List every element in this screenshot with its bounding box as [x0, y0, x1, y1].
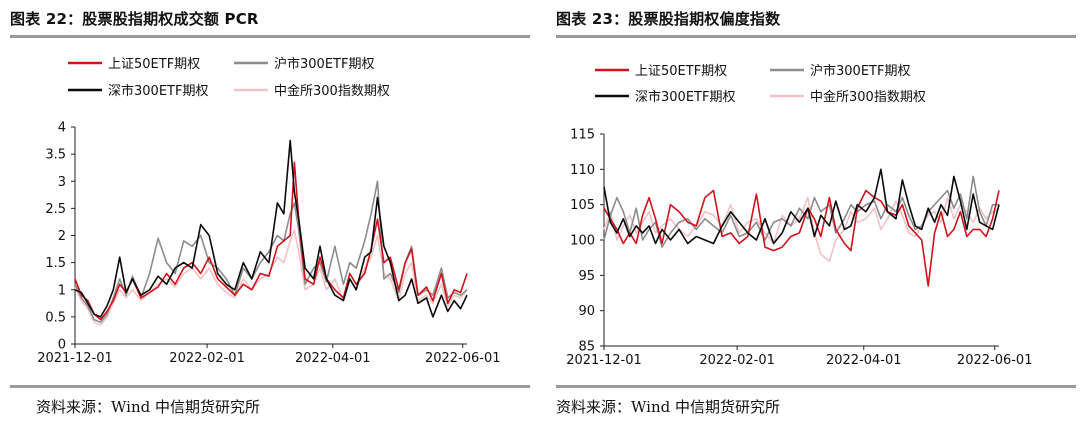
x-tick-label: 2022-04-01 — [295, 351, 371, 366]
top-rule — [556, 35, 1076, 38]
line-series-2 — [603, 175, 999, 248]
chart-panel-skew: 图表 23：股票股指期权偏度指数 上证50ETF期权 沪市300ETF期权深市30… — [540, 0, 1080, 421]
legend-item-1: 上证50ETF期权 — [68, 56, 200, 72]
legend-label: 上证50ETF期权 — [108, 56, 200, 72]
y-tick-label: 0 — [58, 338, 66, 353]
figure-title: 图表 23：股票股指期权偏度指数 — [556, 10, 781, 28]
bottom-rule — [10, 385, 530, 388]
legend-item-4: 中金所300指数期权 — [234, 83, 390, 99]
line-series-4 — [74, 229, 468, 326]
x-tick-label: 2022-02-01 — [169, 351, 245, 366]
source-note: 资料来源：Wind 中信期货研究所 — [556, 398, 780, 416]
y-tick-label: 95 — [578, 269, 595, 284]
legend-label: 中金所300指数期权 — [274, 83, 390, 99]
legend-item-3: 深市300ETF期权 — [595, 89, 735, 105]
x-tick-label: 2021-12-01 — [566, 353, 642, 368]
legend-label: 上证50ETF期权 — [635, 63, 727, 79]
legend-item-2: 沪市300ETF期权 — [770, 63, 910, 79]
line-series-1 — [603, 189, 1000, 287]
source-note: 资料来源：Wind 中信期货研究所 — [36, 398, 260, 416]
y-tick-label: 1 — [58, 283, 66, 298]
y-tick-label: 3 — [58, 175, 66, 190]
y-tick-label: 110 — [570, 163, 595, 178]
figure-title: 图表 22：股票股指期权成交额 PCR — [10, 10, 259, 28]
x-tick-label: 2021-12-01 — [37, 351, 113, 366]
x-tick-label: 2022-02-01 — [699, 353, 775, 368]
line-series-1 — [74, 161, 468, 321]
chart-panel-pcr: 图表 22：股票股指期权成交额 PCR 上证50ETF期权 沪市300ETF期权深… — [10, 10, 530, 416]
y-tick-label: 105 — [570, 198, 595, 213]
bottom-rule — [556, 385, 1076, 388]
legend-label: 沪市300ETF期权 — [810, 63, 910, 79]
legend-label: 中金所300指数期权 — [810, 89, 926, 105]
y-tick-label: 2 — [58, 229, 66, 244]
y-tick-label: 90 — [578, 304, 595, 319]
legend-label: 沪市300ETF期权 — [274, 56, 374, 72]
legend-item-4: 中金所300指数期权 — [770, 89, 926, 105]
x-tick-label: 2022-06-01 — [425, 351, 501, 366]
y-tick-label: 115 — [570, 128, 595, 143]
y-tick-label: 85 — [578, 340, 595, 355]
y-tick-label: 4 — [58, 121, 66, 136]
x-tick-label: 2022-04-01 — [826, 353, 902, 368]
legend-item-1: 上证50ETF期权 — [595, 63, 727, 79]
top-rule — [10, 35, 530, 38]
y-tick-label: 2.5 — [45, 202, 66, 217]
line-series-4 — [603, 196, 1000, 263]
legend-item-3: 深市300ETF期权 — [68, 83, 208, 99]
x-tick-label: 2022-06-01 — [957, 353, 1033, 368]
y-tick-label: 1.5 — [45, 256, 66, 271]
y-tick-label: 100 — [570, 234, 595, 249]
line-series-3 — [74, 139, 468, 318]
legend-label: 深市300ETF期权 — [108, 83, 208, 99]
y-tick-label: 0.5 — [45, 310, 66, 325]
line-series-3 — [603, 168, 1000, 245]
y-tick-label: 3.5 — [45, 148, 66, 163]
legend-item-2: 沪市300ETF期权 — [234, 56, 374, 72]
legend-label: 深市300ETF期权 — [635, 89, 735, 105]
